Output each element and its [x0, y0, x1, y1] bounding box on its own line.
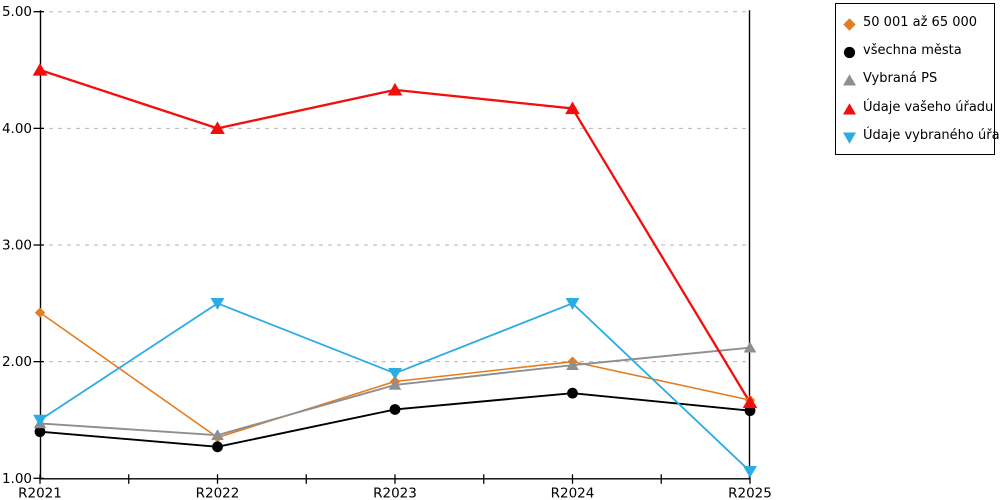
circle-icon [842, 44, 857, 59]
triangle-up-icon [842, 72, 857, 86]
svg-text:R2021: R2021 [18, 485, 62, 500]
svg-text:2.00: 2.00 [2, 354, 32, 370]
svg-text:1.00: 1.00 [2, 471, 32, 487]
svg-text:3.00: 3.00 [2, 238, 32, 254]
legend-label: všechna města [863, 43, 962, 59]
legend-label: Údaje vašeho úřadu [863, 99, 994, 115]
legend-item-50001-az-65000[interactable]: 50 001 až 65 000 [842, 14, 988, 31]
svg-text:R2022: R2022 [196, 485, 240, 500]
diamond-icon [842, 16, 857, 31]
svg-text:R2023: R2023 [373, 485, 417, 500]
legend-item-udaje-vybraneho-uradu[interactable]: Údaje vybraného úřadu [842, 128, 1000, 144]
legend-label: Vybraná PS [863, 71, 938, 87]
svg-text:R2025: R2025 [728, 485, 772, 500]
legend-label: 50 001 až 65 000 [863, 14, 978, 30]
legend-item-udaje-vaseho-uradu[interactable]: Údaje vašeho úřadu [842, 100, 993, 115]
triangle-down-icon [842, 129, 857, 144]
legend: 50 001 až 65 000 všechna města Vybraná P… [835, 3, 1000, 155]
svg-text:5.00: 5.00 [2, 4, 32, 20]
triangle-up-icon [842, 101, 857, 115]
legend-label: Údaje vybraného úřadu [863, 128, 1000, 144]
svg-text:R2024: R2024 [551, 485, 595, 500]
legend-item-vybrana-ps[interactable]: Vybraná PS [842, 71, 988, 86]
svg-text:4.00: 4.00 [2, 121, 32, 137]
legend-item-vsechna-mesta[interactable]: všechna města [842, 43, 988, 59]
